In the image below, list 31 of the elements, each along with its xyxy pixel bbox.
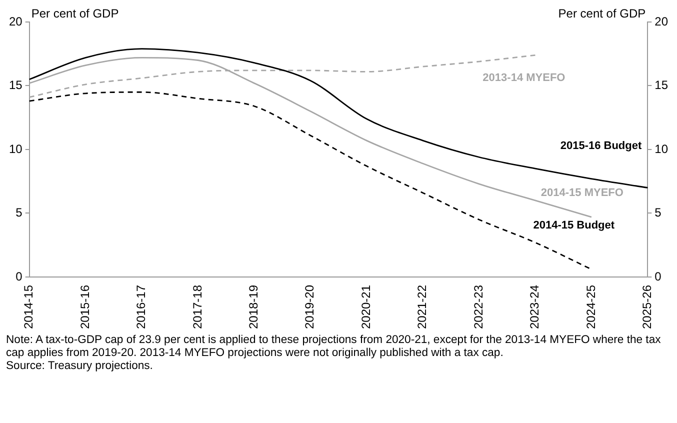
x-tick-label: 2024-25 xyxy=(584,284,598,330)
series-label: 2014-15 MYEFO xyxy=(540,187,624,200)
y2-tick-label: 10 xyxy=(654,142,668,156)
x-tick-label: 2019-20 xyxy=(302,284,317,330)
x-tick-label: 2022-23 xyxy=(471,284,486,330)
x-tick-label: 2023-24 xyxy=(528,284,542,330)
line-series xyxy=(28,48,648,188)
x-tick-label: 2018-19 xyxy=(246,284,260,330)
x-tick-label: 2016-17 xyxy=(134,284,148,330)
x-tick-label: 2021-22 xyxy=(415,284,430,330)
text: Note: A tax-to-GDP cap of 23.9 per cent is applied to these projections from 2020-21, except for the 2013-14 MYEFO where the tax cap applies from 2019-20. 2013-14 MYEFO projections were not originally published with a tax cap. xyxy=(6,334,662,360)
y-tick-label: 10 xyxy=(8,142,23,156)
y-tick-label: 15 xyxy=(8,78,23,92)
x-tick-label: 2015-16 xyxy=(78,284,92,330)
y2-axis-title: Per cent of GDP xyxy=(558,6,646,20)
x-tick-label: 2020-21 xyxy=(358,284,373,330)
y-tick-label: 5 xyxy=(16,206,23,220)
y2-tick-label: 20 xyxy=(654,14,668,28)
series-label: 2014-15 Budget xyxy=(533,220,615,232)
source-note: Source: Treasury projections. xyxy=(6,360,154,373)
y2-tick-label: 0 xyxy=(654,269,662,284)
y-tick-label: 20 xyxy=(8,14,23,28)
y2-tick-label: 15 xyxy=(654,78,668,92)
y-tick-label: 0 xyxy=(16,269,23,284)
x-tick-label: 2017-18 xyxy=(190,284,204,330)
y2-tick-label: 5 xyxy=(654,206,662,220)
series-label: 2013-14 MYEFO xyxy=(482,72,566,84)
series-label: 2015-16 Budget xyxy=(560,140,642,152)
y-axis-title: Per cent of GDP xyxy=(31,6,119,20)
x-tick-label: 2014-15 xyxy=(22,284,36,330)
x-tick-label: 2025-26 xyxy=(640,284,654,330)
